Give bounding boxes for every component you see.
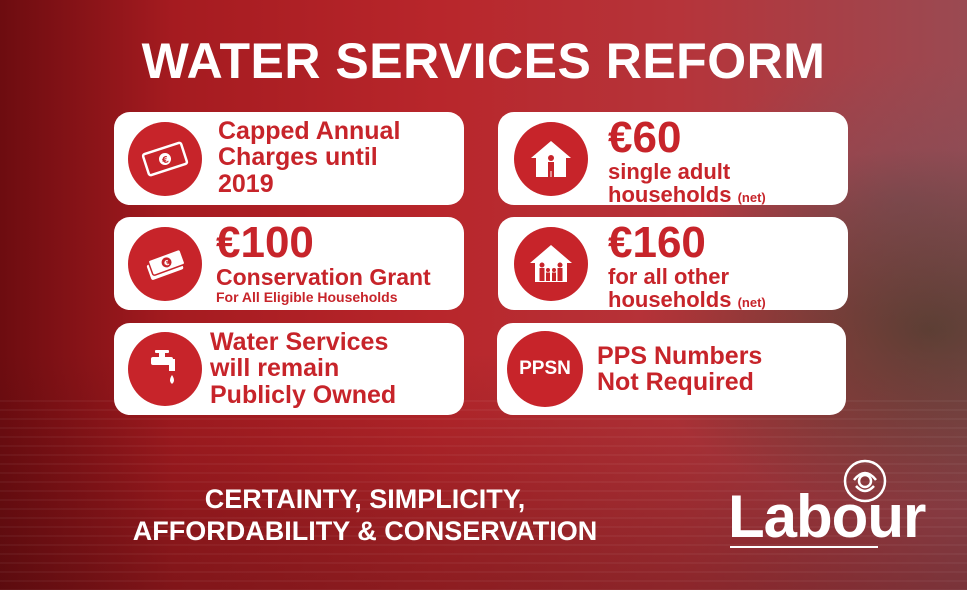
tagline-line-2: AFFORDABILITY & CONSERVATION [132,516,598,547]
card-ppsn: PPSN PPS Numbers Not Required [497,323,846,415]
house-single-person-icon [514,122,588,196]
ppsn-badge: PPSN [507,331,583,407]
grant-amount: €100 [216,218,314,267]
labour-logo-text: Labour [728,483,926,550]
capped-line-3: 2019 [218,169,274,198]
rose-icon [843,459,887,503]
card-conservation-grant: € €100 Conservation Grant For All Eligib… [114,217,464,310]
single-line-2: households [608,182,732,208]
grant-subtext: For All Eligible Households [216,289,398,306]
single-amount: €60 [608,113,682,162]
house-family-icon [514,227,588,301]
card-capped-charges: € Capped Annual Charges until 2019 [114,112,464,205]
euro-money-stack-icon: € [128,227,202,301]
public-line-2: will remain [210,354,340,383]
tagline-line-1: CERTAINTY, SIMPLICITY, [204,484,526,514]
other-amount: €160 [608,218,706,267]
euro-banknote-icon: € [128,122,202,196]
card-single-adult: €60 single adult households (net) [498,112,848,208]
single-net: (net) [737,190,766,206]
logo-underline [730,546,878,548]
water-tap-icon [128,332,202,406]
single-line-1: single adult [608,159,731,184]
public-line-3: Publicly Owned [210,380,397,409]
ppsn-badge-label: PPSN [519,358,571,379]
ppsn-line-2: Not Required [597,368,754,397]
svg-text:€: € [162,259,170,269]
card-publicly-owned: Water Services will remain Publicly Owne… [114,323,464,415]
other-net: (net) [737,295,766,311]
capped-line-2: Charges until [218,143,378,172]
background-water [0,400,967,590]
capped-line-1: Capped Annual [218,117,401,145]
footer-tagline: CERTAINTY, SIMPLICITY, AFFORDABILITY & C… [115,483,615,548]
page-title: WATER SERVICES REFORM [141,33,826,89]
ppsn-line-1: PPS Numbers [597,342,763,370]
other-line-2: households [608,287,732,313]
other-line-1: for all other [608,264,730,289]
public-line-1: Water Services [210,328,389,356]
grant-label: Conservation Grant [216,264,431,290]
svg-text:€: € [160,155,170,167]
card-other-households: €160 for all other households (net) [498,217,848,313]
